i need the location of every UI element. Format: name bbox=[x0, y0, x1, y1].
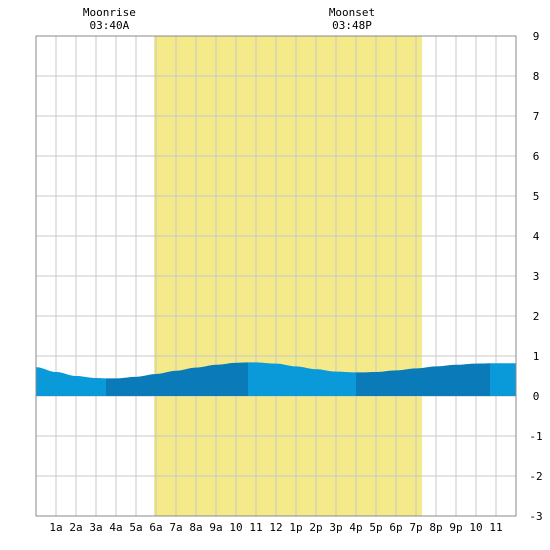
tide-segment-light bbox=[490, 363, 516, 396]
tide-segment-light bbox=[36, 367, 106, 396]
y-tick-label: 4 bbox=[533, 230, 540, 243]
y-tick-labels: -3 -2 -1 0 1 2 3 4 5 6 7 8 9 bbox=[529, 30, 542, 523]
moonset-time: 03:48P bbox=[332, 19, 372, 32]
y-tick-label: -2 bbox=[529, 470, 542, 483]
y-tick-label: -1 bbox=[529, 430, 542, 443]
tide-segment-dark bbox=[356, 363, 490, 396]
x-tick-label: 4p bbox=[349, 521, 362, 534]
y-tick-label: 2 bbox=[533, 310, 540, 323]
grid-layer bbox=[36, 35, 516, 517]
y-tick-label: -3 bbox=[529, 510, 542, 523]
x-tick-label: 3a bbox=[89, 521, 102, 534]
x-tick-label: 9a bbox=[209, 521, 222, 534]
x-tick-label: 5a bbox=[129, 521, 142, 534]
y-tick-label: 8 bbox=[533, 70, 540, 83]
x-tick-label: 11 bbox=[489, 521, 502, 534]
x-tick-label: 12 bbox=[269, 521, 282, 534]
x-tick-label: 2a bbox=[69, 521, 82, 534]
moonset-title: Moonset bbox=[329, 6, 375, 19]
tide-segment-light bbox=[248, 362, 356, 396]
x-tick-label: 8p bbox=[429, 521, 442, 534]
x-tick-label: 3p bbox=[329, 521, 342, 534]
tide-layer bbox=[36, 362, 516, 396]
y-tick-label: 3 bbox=[533, 270, 540, 283]
moonrise-time: 03:40A bbox=[90, 19, 130, 32]
x-tick-label: 10 bbox=[469, 521, 482, 534]
x-tick-label: 2p bbox=[309, 521, 322, 534]
moonrise-title: Moonrise bbox=[83, 6, 136, 19]
x-tick-labels: 1a 2a 3a 4a 5a 6a 7a 8a 9a 10 11 12 1p 2p 3p 4p 5p 6p 7p 8p… bbox=[49, 521, 502, 534]
x-tick-label: 7p bbox=[409, 521, 422, 534]
x-tick-label: 7a bbox=[169, 521, 182, 534]
y-tick-label: 6 bbox=[533, 150, 540, 163]
y-tick-label: 9 bbox=[533, 30, 540, 43]
x-tick-label: 8a bbox=[189, 521, 202, 534]
plot-border bbox=[35, 35, 517, 517]
x-tick-label: 5p bbox=[369, 521, 382, 534]
x-tick-label: 10 bbox=[229, 521, 242, 534]
x-tick-label: 9p bbox=[449, 521, 462, 534]
y-tick-label: 1 bbox=[533, 350, 540, 363]
x-tick-label: 1a bbox=[49, 521, 62, 534]
x-tick-label: 4a bbox=[109, 521, 122, 534]
y-tick-label: 7 bbox=[533, 110, 540, 123]
y-tick-label: 5 bbox=[533, 190, 540, 203]
x-tick-label: 1p bbox=[289, 521, 302, 534]
tide-segment-dark bbox=[106, 362, 248, 396]
y-tick-label: 0 bbox=[533, 390, 540, 403]
x-tick-label: 6a bbox=[149, 521, 162, 534]
x-tick-label: 11 bbox=[249, 521, 262, 534]
x-tick-label: 6p bbox=[389, 521, 402, 534]
